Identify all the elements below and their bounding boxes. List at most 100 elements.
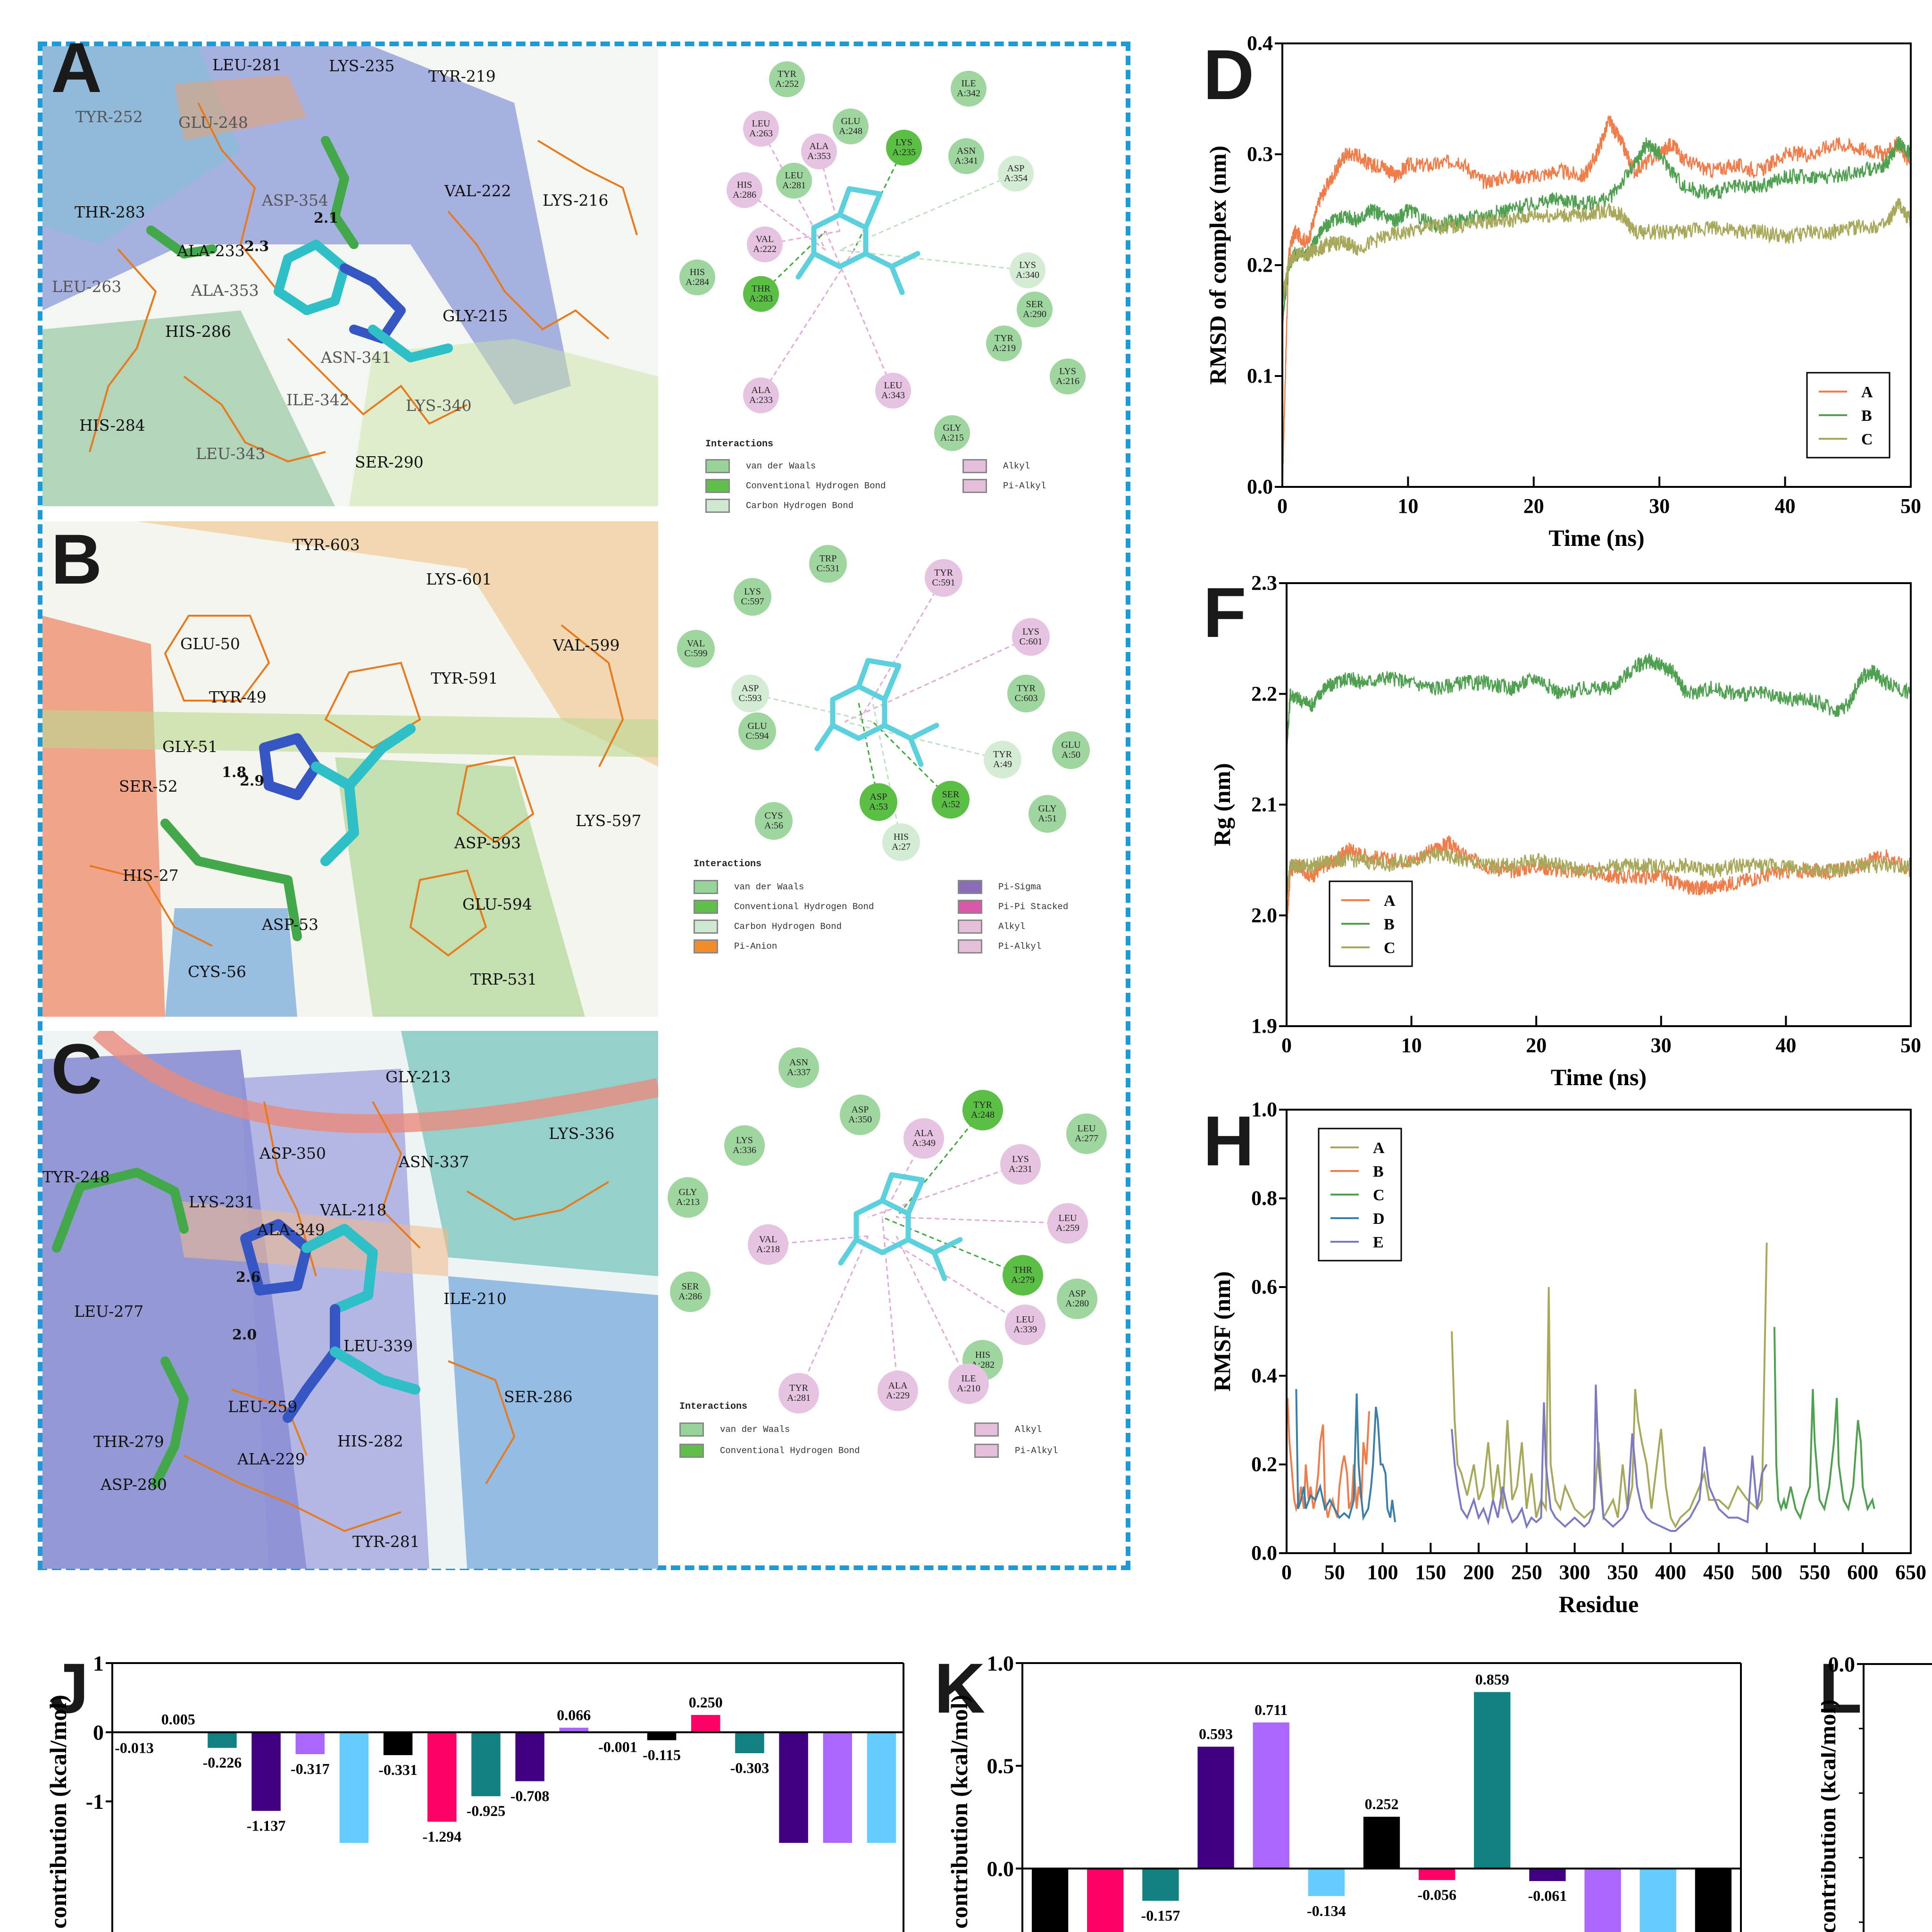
legend-title: Interactions [705,439,774,450]
residue-id: A:233 [749,395,773,405]
interaction-line [798,1236,869,1394]
x-tick-label: 500 [1751,1561,1782,1584]
bar [1308,1868,1345,1896]
x-tick-label: 150 [1415,1561,1446,1584]
residue-node: TRP C:531 [809,545,847,583]
residue-name: ALA [809,141,829,151]
residue-node: GLU A:248 [833,109,869,144]
residue-id: A:349 [912,1138,936,1148]
interaction-line [760,250,855,396]
legend-swatch [679,1422,704,1437]
residue-name: SER [681,1281,699,1292]
interaction-line [750,693,873,723]
residue-name: ASP [851,1104,869,1115]
bar-value-label: -0.331 [378,1761,418,1778]
bar-value-label: -0.226 [203,1754,242,1771]
legend-swatch [958,880,982,894]
residue-id: C:593 [738,693,762,703]
legend-item: Conventional Hydrogen Bond [705,479,886,493]
residue-label: ALA-233 [177,242,245,260]
y-tick-label: 0.0 [1251,1541,1277,1564]
residue-label: LYS-235 [329,57,395,75]
interaction-line [844,721,1003,761]
residue-id: A:248 [839,126,862,136]
residue-label: HIS-282 [337,1432,403,1450]
legend-item: van der Waals [705,459,816,473]
residue-label: TRP-531 [470,970,537,988]
residue-id: A:229 [886,1390,910,1401]
x-tick-label: 250 [1511,1561,1542,1584]
panel-letter-j: J [50,1648,89,1728]
residue-node: THR A:279 [1003,1255,1043,1296]
x-tick-label: 30 [1649,494,1670,518]
legend-title: Interactions [679,1401,748,1412]
series-line-c [1773,1327,1875,1521]
residue-node: ASP A:354 [998,156,1034,192]
panel-a-2d-interaction-diagram: TYR A:252 ILE A:342 GLU A:248 LEU A:263 ALA A:353… [661,47,1086,513]
legend-swatch [694,900,718,914]
residue-node: HIS A:284 [679,259,715,295]
residue-id: C:531 [816,563,840,574]
residue-name: ASP [1007,163,1025,174]
residue-id: A:286 [733,190,756,200]
residue-label: ALA-229 [237,1450,305,1468]
bar-value-label: -0.708 [510,1787,550,1804]
residue-id: C:594 [745,731,769,741]
legend-label: C [1384,939,1396,957]
legend-swatch [974,1422,999,1437]
y-tick-label: 0.8 [1251,1187,1277,1210]
y-tick-label: 2.3 [1251,571,1277,594]
residue-id: C:591 [932,577,955,588]
residue-name: ASN [956,146,976,156]
legend-item: Pi-Alkyl [974,1444,1058,1458]
residue-name: THR [752,284,770,294]
residue-id: A:51 [1038,813,1057,824]
residue-name: VAL [755,234,774,244]
legend-item: Alkyl [958,920,1025,934]
hbond-distance: 2.0 [232,1327,257,1343]
residue-id: A:350 [848,1114,872,1125]
residue-id: A:56 [764,820,783,831]
residue-label: LEU-339 [343,1337,413,1355]
bar [1197,1747,1234,1869]
residue-name: VAL [759,1234,778,1245]
residue-node: ASP A:280 [1057,1279,1097,1319]
y-axis-label: contribution (kcal/mol) [1821,1699,1840,1932]
residue-id: A:279 [1011,1275,1035,1285]
bar [735,1732,764,1754]
y-tick-label: 2.0 [1251,903,1277,927]
residue-name: GLY [678,1187,697,1197]
residue-node: GLY A:51 [1029,795,1066,833]
legend-label: A [1373,1139,1385,1157]
residue-name: HIS [736,180,753,190]
y-tick-label: 0.5 [987,1754,1014,1778]
bar [1031,1868,1069,1932]
residue-id: C:601 [1019,636,1043,647]
legend-label: C [1861,431,1873,448]
panel-c-2d-interaction-diagram: ASN A:337 ASP A:350 TYR A:248 LYS A:336 ALA A:349… [661,1038,1109,1557]
legend-label: Conventional Hydrogen Bond [734,902,874,912]
residue-id: A:53 [869,802,888,812]
series-line-c [1281,198,1912,301]
residue-node: VAL C:599 [677,630,715,668]
residue-label: LYS-601 [426,570,492,588]
residue-node: ASN A:341 [948,138,984,174]
hbond-distance: 2.3 [244,238,269,255]
legend-label: Conventional Hydrogen Bond [720,1446,860,1456]
panel-b-ribbon-art [42,521,658,1017]
bar [823,1732,852,1843]
legend-swatch [694,880,718,894]
residue-label: TYR-603 [293,535,360,554]
series-line-b [1286,653,1912,755]
residue-name: GLY [1038,803,1057,814]
legend-swatch [694,920,718,934]
residue-name: ASP [1068,1288,1086,1299]
interaction-line [844,636,1031,723]
legend-swatch [962,459,987,473]
residue-id: A:339 [1013,1324,1037,1335]
residue-id: A:286 [678,1291,702,1302]
bar-value-label: -1.294 [422,1828,461,1845]
bar-value-label: -1.137 [247,1817,286,1834]
residue-id: C:597 [741,596,764,607]
bar [383,1732,413,1756]
